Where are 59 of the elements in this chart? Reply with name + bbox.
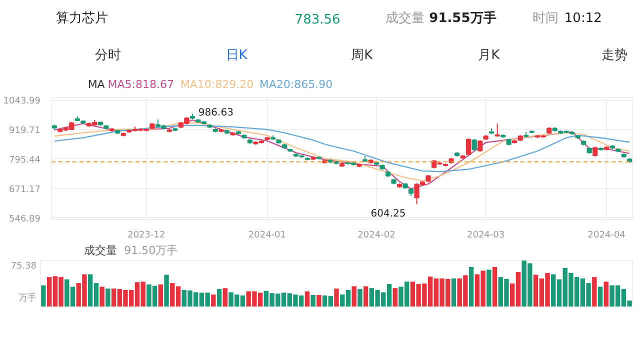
annotation: 986.63 xyxy=(198,108,234,119)
text: MA5:818.67 xyxy=(108,78,174,91)
bar xyxy=(451,278,456,306)
bar xyxy=(358,289,362,306)
bar xyxy=(100,286,104,306)
bar xyxy=(158,284,164,306)
legend-title: MA xyxy=(88,78,106,91)
text: 时间 xyxy=(532,11,559,26)
text: MA20:865.90 xyxy=(259,78,333,91)
text: 走势 xyxy=(602,48,628,63)
x-tick-label: 2024-03 xyxy=(467,230,505,240)
bar xyxy=(468,266,474,306)
text: 日K xyxy=(226,48,248,63)
x-tick-label: 2024-01 xyxy=(248,230,286,240)
bar xyxy=(41,285,46,306)
y-tick-label: 546.89 xyxy=(9,214,41,224)
bar xyxy=(363,286,368,306)
text: 分时 xyxy=(95,48,122,63)
chart-title: 成交量 xyxy=(84,244,118,257)
chart-title: 算力芯片 xyxy=(56,11,108,26)
text: 万手 xyxy=(18,292,36,304)
bar xyxy=(216,289,222,306)
bar xyxy=(492,266,498,306)
y-tick-label: 919.71 xyxy=(9,126,41,136)
x-tick-label: 2024-02 xyxy=(358,230,396,240)
text: 成交量 xyxy=(386,10,425,26)
bar xyxy=(222,288,228,306)
candlestick xyxy=(494,123,500,138)
candlestick xyxy=(466,138,472,156)
line-series xyxy=(54,124,630,172)
bar xyxy=(304,291,310,306)
bar xyxy=(352,286,356,306)
text: 75.38 xyxy=(10,261,37,272)
bar xyxy=(106,288,110,306)
bar xyxy=(486,270,492,306)
y-tick-label: 1043.99 xyxy=(3,96,41,107)
bar xyxy=(211,294,216,306)
text: 周K xyxy=(351,48,374,63)
y-tick-label: 671.17 xyxy=(9,184,41,195)
text: 月K xyxy=(478,48,500,63)
bar xyxy=(334,288,339,306)
text: 783.56 xyxy=(294,12,340,28)
bar xyxy=(598,286,603,306)
bar xyxy=(164,274,169,306)
annotation: 604.25 xyxy=(370,208,406,220)
bar xyxy=(310,295,316,306)
bar xyxy=(392,288,398,306)
text: MA10:829.20 xyxy=(180,78,254,91)
bar xyxy=(592,277,597,306)
line-series xyxy=(54,122,630,182)
y-tick-label: 795.44 xyxy=(9,155,41,166)
chart-subtitle: 91.50万手 xyxy=(124,244,178,257)
candlestick xyxy=(472,138,477,152)
text: 91.55万手 xyxy=(429,10,496,26)
x-tick-label: 2023-12 xyxy=(128,230,166,240)
text: 10:12 xyxy=(564,11,602,26)
bar xyxy=(316,295,322,306)
bar xyxy=(604,282,608,306)
x-tick-label: 2024-04 xyxy=(588,230,626,240)
